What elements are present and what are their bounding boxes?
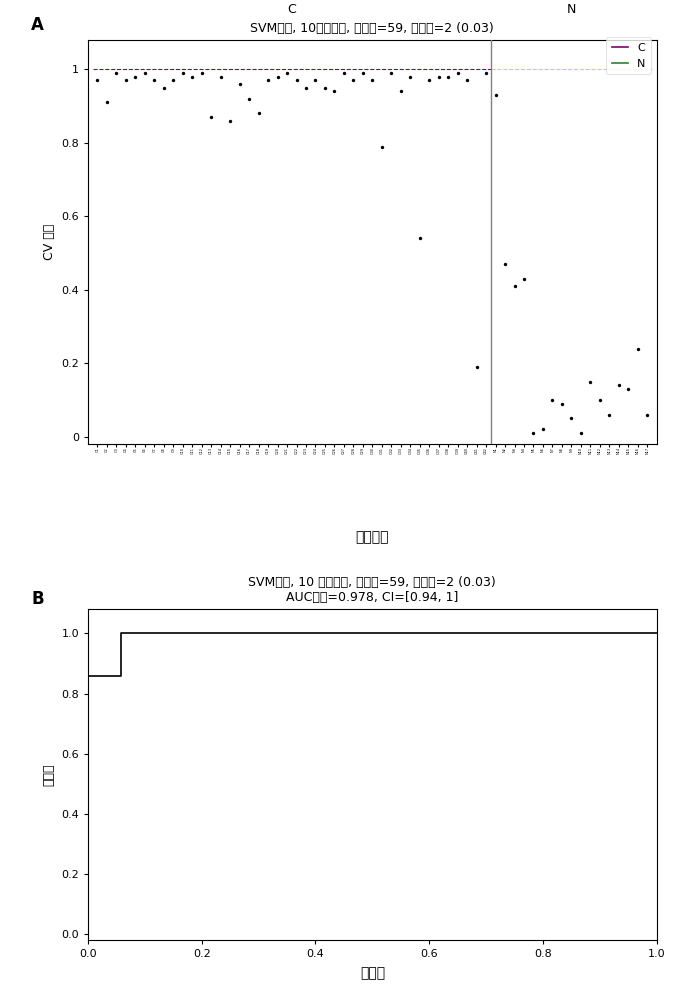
Point [291,72,302,88]
Point [566,410,577,426]
Point [139,65,150,81]
Point [462,72,473,88]
Point [575,425,586,441]
Point [244,91,255,107]
Text: C: C [288,3,296,16]
Point [92,72,103,88]
Point [367,72,378,88]
Point [414,230,425,246]
Title: SVM算法, 10 个预变子, 总样本=59, 错误率=2 (0.03)
AUC曲线=0.978, CI=[0.94, 1]: SVM算法, 10 个预变子, 总样本=59, 错误率=2 (0.03) AUC… [248,576,496,604]
Point [329,83,340,99]
Point [102,94,112,110]
Point [121,72,131,88]
Y-axis label: CV 概率: CV 概率 [43,224,56,260]
Title: SVM算法, 10个预变子, 总样本=59, 错误率=2 (0.03): SVM算法, 10个预变子, 总样本=59, 错误率=2 (0.03) [250,22,494,35]
Point [357,65,368,81]
Point [234,76,245,92]
Text: A: A [31,16,44,34]
Point [613,377,624,393]
Point [386,65,397,81]
Point [500,256,510,272]
Point [471,359,482,375]
Point [301,80,311,96]
Point [348,72,359,88]
Text: B: B [31,590,44,608]
Point [538,421,548,437]
Point [263,72,274,88]
Point [376,139,387,155]
Point [253,105,264,121]
Point [452,65,463,81]
Text: N: N [567,3,576,16]
Point [395,83,406,99]
Point [196,65,207,81]
X-axis label: 专一性: 专一性 [359,966,385,980]
Point [481,65,492,81]
Point [528,425,539,441]
Point [225,113,236,129]
Point [272,69,283,85]
Y-axis label: 灵敏性: 灵敏性 [43,763,56,786]
Point [594,392,605,408]
Point [338,65,349,81]
Point [490,87,501,103]
Point [149,72,160,88]
Point [623,381,634,397]
Point [282,65,292,81]
Point [158,80,169,96]
Point [585,374,596,390]
Point [632,341,643,357]
Point [310,72,321,88]
Point [405,69,416,85]
Legend: C, N: C, N [606,37,651,74]
Point [168,72,179,88]
Point [130,69,141,85]
Point [642,407,653,423]
Point [111,65,122,81]
Point [547,392,558,408]
Point [433,69,444,85]
Point [177,65,188,81]
Point [424,72,435,88]
X-axis label: 样本编号: 样本编号 [355,530,389,544]
Point [320,80,330,96]
Point [206,109,217,125]
Point [215,69,226,85]
Point [443,69,454,85]
Point [187,69,198,85]
Point [509,278,520,294]
Point [604,407,615,423]
Point [556,396,567,412]
Point [519,271,529,287]
